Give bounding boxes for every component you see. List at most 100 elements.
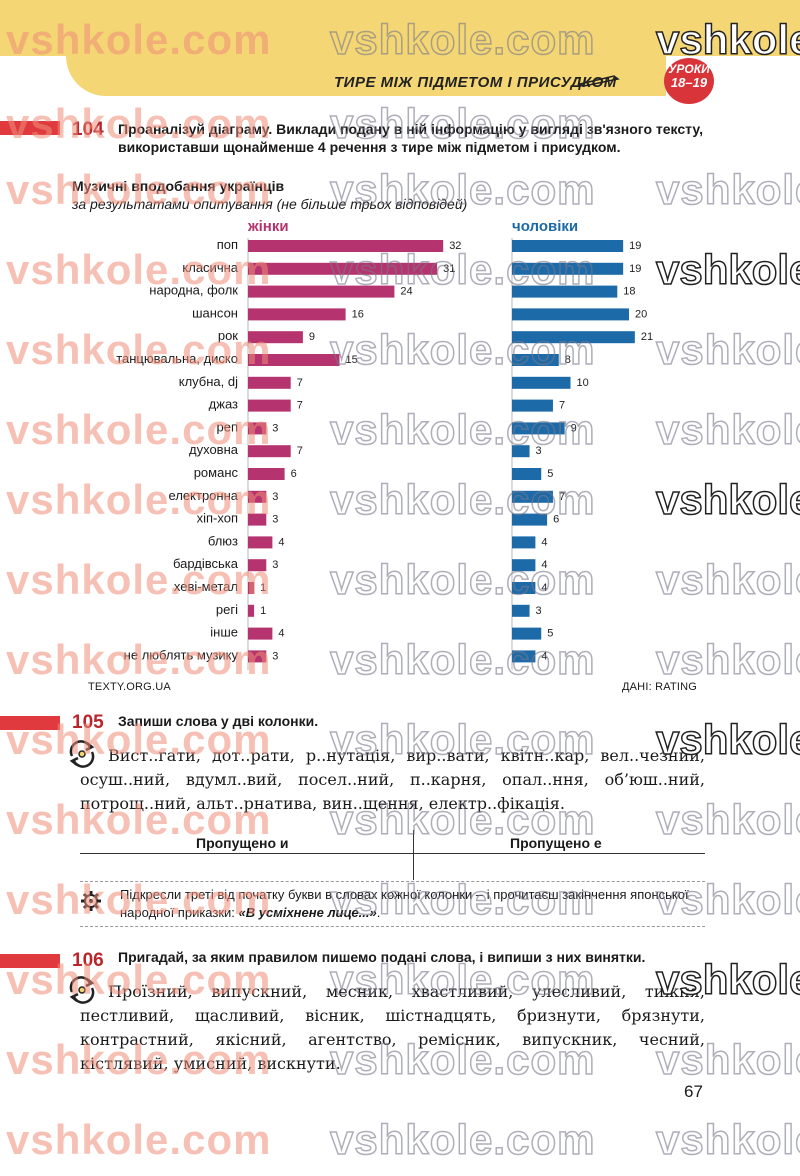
data-label-women: 31 (443, 263, 455, 275)
data-label-women: 9 (309, 331, 315, 343)
data-label-women: 1 (260, 582, 266, 594)
gear-icon (81, 891, 101, 911)
watermark: vshkole (655, 955, 800, 1004)
lesson-badge: УРОКИ 18–19 (664, 58, 714, 104)
watermark: vshkole (655, 325, 800, 374)
watermark: vshkole (655, 15, 800, 64)
watermark: vshkole.com (6, 16, 272, 63)
exercise-marker-105 (0, 716, 60, 730)
exercise-marker-104 (0, 121, 60, 135)
watermark: vshkole.com (6, 100, 272, 147)
header-strip (66, 56, 666, 96)
column-header-e-label: Пропущено е (510, 835, 602, 851)
data-label-men: 4 (541, 536, 547, 548)
category-label: хіп-хоп (197, 511, 238, 526)
bar-men (512, 422, 565, 435)
category-label: рок (218, 328, 238, 343)
bar-men (512, 490, 553, 503)
data-label-men: 20 (635, 308, 647, 320)
exercise-words-105: Вист..гати, дот..рати, р..нутація, вир..… (80, 746, 705, 813)
watermark: vshkole.com (329, 875, 596, 924)
bar-men (512, 399, 553, 412)
watermark: vshkole.com (6, 956, 272, 1003)
category-label: класична (182, 260, 238, 275)
exercise-text-106: Пригадай, за яким правилом пишемо подані… (118, 949, 646, 965)
bar-men (512, 604, 530, 617)
data-label-women: 6 (291, 468, 297, 480)
hint-text-end: . (376, 905, 381, 920)
exercise-text-104: Проаналізуй діаграму. Виклади подану в н… (118, 121, 703, 155)
exercise-number-105: 105 (72, 712, 104, 733)
watermark: vshkole (655, 795, 800, 844)
watermark: vshkole.com (6, 326, 272, 373)
series-label-women: жінки (247, 218, 289, 235)
category-label: електронна (169, 488, 239, 503)
watermark: vshkole.com (6, 246, 272, 293)
category-label: бардівська (173, 556, 239, 571)
watermark: vshkole.com (329, 405, 596, 454)
bar-women (248, 376, 291, 389)
watermark: vshkole.com (329, 795, 596, 844)
table-divider (413, 830, 414, 880)
watermark: vshkole.com (329, 99, 596, 148)
lesson-badge-number: 18–19 (670, 75, 708, 90)
bar-men (512, 468, 542, 480)
bar-women (248, 445, 291, 458)
chart-subtitle: за результатами опитування (не більше тр… (72, 196, 468, 212)
watermark: vshkole (655, 1115, 800, 1164)
data-label-men: 3 (536, 605, 542, 617)
watermark: vshkole.com (6, 636, 272, 683)
data-label-women: 3 (272, 559, 278, 571)
series-label-men: чоловіки (512, 218, 578, 235)
data-label-women: 7 (297, 400, 303, 412)
bar-women (248, 240, 444, 252)
column-header-i-label: Пропущено и (196, 835, 289, 851)
data-label-men: 5 (547, 468, 553, 480)
rewrite-icon (69, 740, 95, 768)
data-label-men: 4 (541, 582, 547, 594)
data-label-women: 4 (278, 536, 284, 548)
data-label-men: 4 (541, 559, 547, 571)
data-label-men: 6 (553, 514, 559, 526)
watermark: vshkole.com (329, 715, 596, 764)
exercise-number-104: 104 (72, 119, 104, 140)
bar-women (248, 604, 255, 617)
watermark: vshkole.com (329, 555, 596, 604)
chart-title: Музичні вподобання українців (72, 178, 285, 194)
watermark: vshkole.com (329, 635, 596, 684)
exercise-marker-106 (0, 954, 60, 968)
watermark: vshkole.com (329, 475, 596, 524)
exercise-words-106: Проїзний, випускний, месник, хвастливий,… (80, 982, 705, 1073)
hint-proverb: «В усміхнене лице...» (238, 905, 377, 920)
bar-men (512, 559, 536, 572)
hint-text: Підкресли треті від початку букви в слов… (120, 886, 705, 922)
hint-text-main: Підкресли треті від початку букви в слов… (120, 887, 689, 920)
watermark: vshkole.com (6, 1116, 272, 1163)
bar-men (512, 376, 571, 389)
data-label-men: 7 (559, 491, 565, 503)
bar-men (512, 536, 536, 549)
category-label: народна, фолк (149, 283, 238, 298)
bar-women (248, 399, 291, 412)
bar-men (512, 308, 629, 321)
chart-data-source: ДАНІ: RATING (622, 681, 698, 693)
bar-women (248, 582, 255, 594)
bar-men (512, 627, 542, 640)
category-label: хеві-метал (174, 579, 238, 594)
data-label-men: 4 (541, 650, 547, 662)
category-label: інше (210, 625, 238, 640)
watermark: vshkole.com (6, 1036, 272, 1083)
bar-men (512, 513, 548, 526)
category-label: блюз (208, 533, 238, 548)
watermark: vshkole (655, 475, 800, 524)
watermark: vshkole.com (329, 165, 596, 214)
data-label-men: 19 (629, 240, 641, 252)
category-label: поп (217, 237, 238, 252)
bar-women (248, 285, 395, 298)
chart-source: TEXTY.ORG.UA (88, 681, 171, 693)
category-label: романс (194, 465, 239, 480)
data-label-men: 19 (629, 263, 641, 275)
bar-men (512, 285, 618, 298)
watermark: vshkole (655, 1035, 800, 1084)
watermark: vshkole.com (6, 556, 272, 603)
